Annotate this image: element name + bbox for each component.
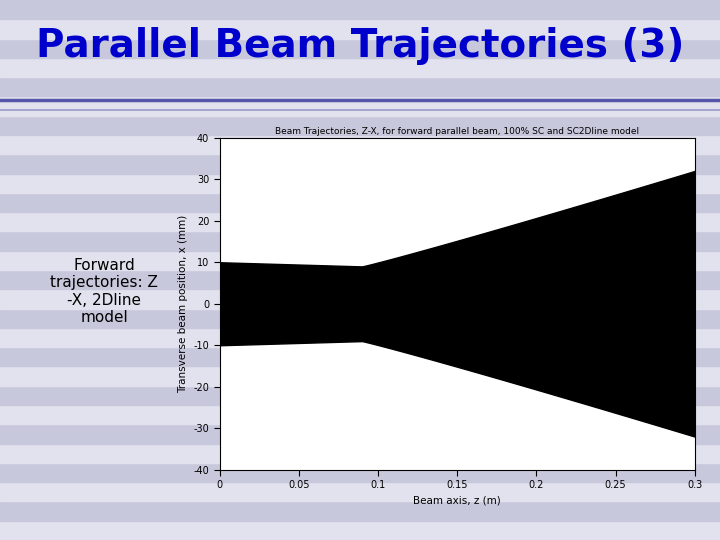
Bar [0,77,720,97]
Bar [0,270,720,289]
Title: Beam Trajectories, Z-X, for forward parallel beam, 100% SC and SC2Dline model: Beam Trajectories, Z-X, for forward para… [275,126,639,136]
Bar [0,502,720,521]
Bar [0,97,720,116]
Bar [0,405,720,424]
Bar [0,251,720,270]
Bar [0,308,720,328]
Bar [0,116,720,135]
Bar [0,135,720,154]
Bar [0,173,720,193]
Bar [0,0,720,19]
Bar [0,212,720,232]
Bar [0,19,720,38]
Text: Forward
trajectories: Z
-X, 2Dline
model: Forward trajectories: Z -X, 2Dline model [50,258,158,325]
Bar [0,58,720,77]
Bar [0,328,720,347]
Bar [0,289,720,308]
Bar [0,482,720,502]
Bar [0,154,720,173]
Bar [0,386,720,405]
Bar [0,521,720,540]
Text: Parallel Beam Trajectories (3): Parallel Beam Trajectories (3) [36,27,684,65]
Bar [0,347,720,367]
Bar [0,443,720,463]
Y-axis label: Transverse beam position, x (mm): Transverse beam position, x (mm) [178,214,188,393]
Bar [0,463,720,482]
Bar [0,38,720,58]
X-axis label: Beam axis, z (m): Beam axis, z (m) [413,496,501,506]
Bar [0,424,720,443]
Bar [0,232,720,251]
Bar [0,193,720,212]
Bar [0,367,720,386]
